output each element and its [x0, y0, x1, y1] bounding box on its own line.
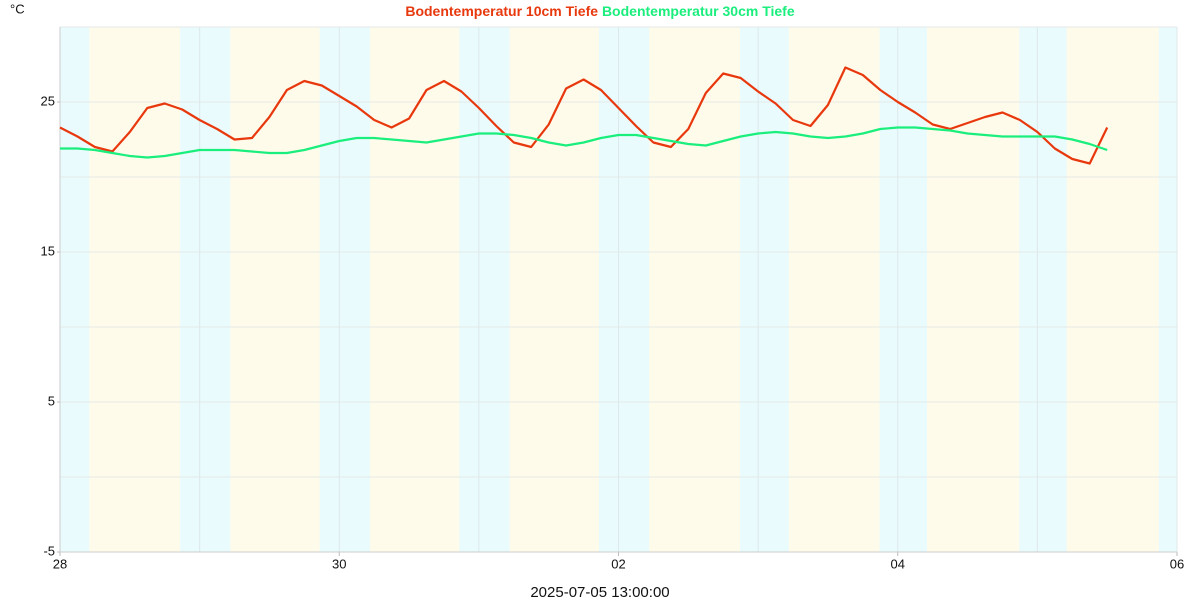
night-band	[598, 27, 650, 552]
y-tick-label: 5	[48, 393, 55, 408]
unit-label: °C	[10, 1, 25, 16]
y-tick-label: 25	[41, 93, 55, 108]
chart-title: Bodentemperatur 10cm Tiefe Bodentemperat…	[405, 3, 794, 19]
x-tick-label: 06	[1170, 556, 1184, 571]
x-tick-label: 04	[891, 556, 905, 571]
grid: -5 5 15 25 28 30 02 04 06	[41, 26, 1184, 571]
legend-entry: Bodentemperatur 30cm Tiefe	[602, 3, 795, 19]
x-tick-label: 30	[332, 556, 346, 571]
series-line	[60, 126, 1108, 159]
night-band	[1158, 27, 1177, 552]
x-tick-label: 28	[53, 556, 67, 571]
night-band	[1019, 27, 1067, 552]
night-band	[180, 27, 231, 552]
night-band	[60, 27, 90, 552]
night-band	[459, 27, 510, 552]
x-axis-footer: 2025-07-05 13:00:00	[530, 584, 669, 600]
legend-entry: Bodentemperatur 10cm Tiefe	[405, 3, 598, 19]
series-line	[59, 66, 1109, 165]
y-tick-label: 15	[41, 243, 55, 258]
night-band	[319, 27, 370, 552]
x-tick-label: 02	[611, 556, 625, 571]
lines	[59, 66, 1109, 165]
y-tick-label: -5	[43, 543, 55, 558]
night-band	[739, 27, 789, 552]
